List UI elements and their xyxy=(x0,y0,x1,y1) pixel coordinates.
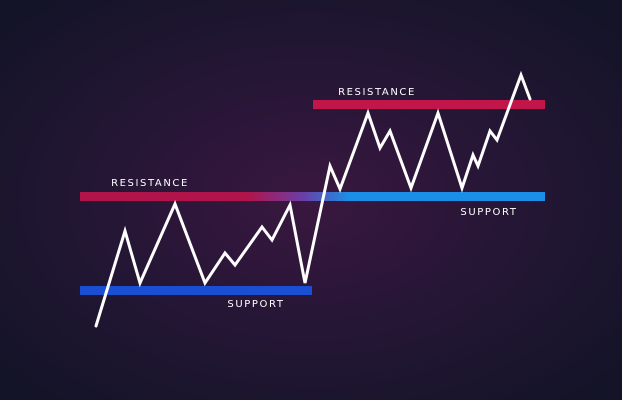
level-label: RESISTANCE xyxy=(111,178,189,189)
level-band xyxy=(80,192,545,201)
support-band xyxy=(80,286,312,295)
level-label: RESISTANCE xyxy=(338,87,416,98)
level-label: SUPPORT xyxy=(460,207,517,218)
resistance-band xyxy=(313,100,545,109)
price-line xyxy=(94,70,532,328)
level-label: SUPPORT xyxy=(227,299,284,310)
